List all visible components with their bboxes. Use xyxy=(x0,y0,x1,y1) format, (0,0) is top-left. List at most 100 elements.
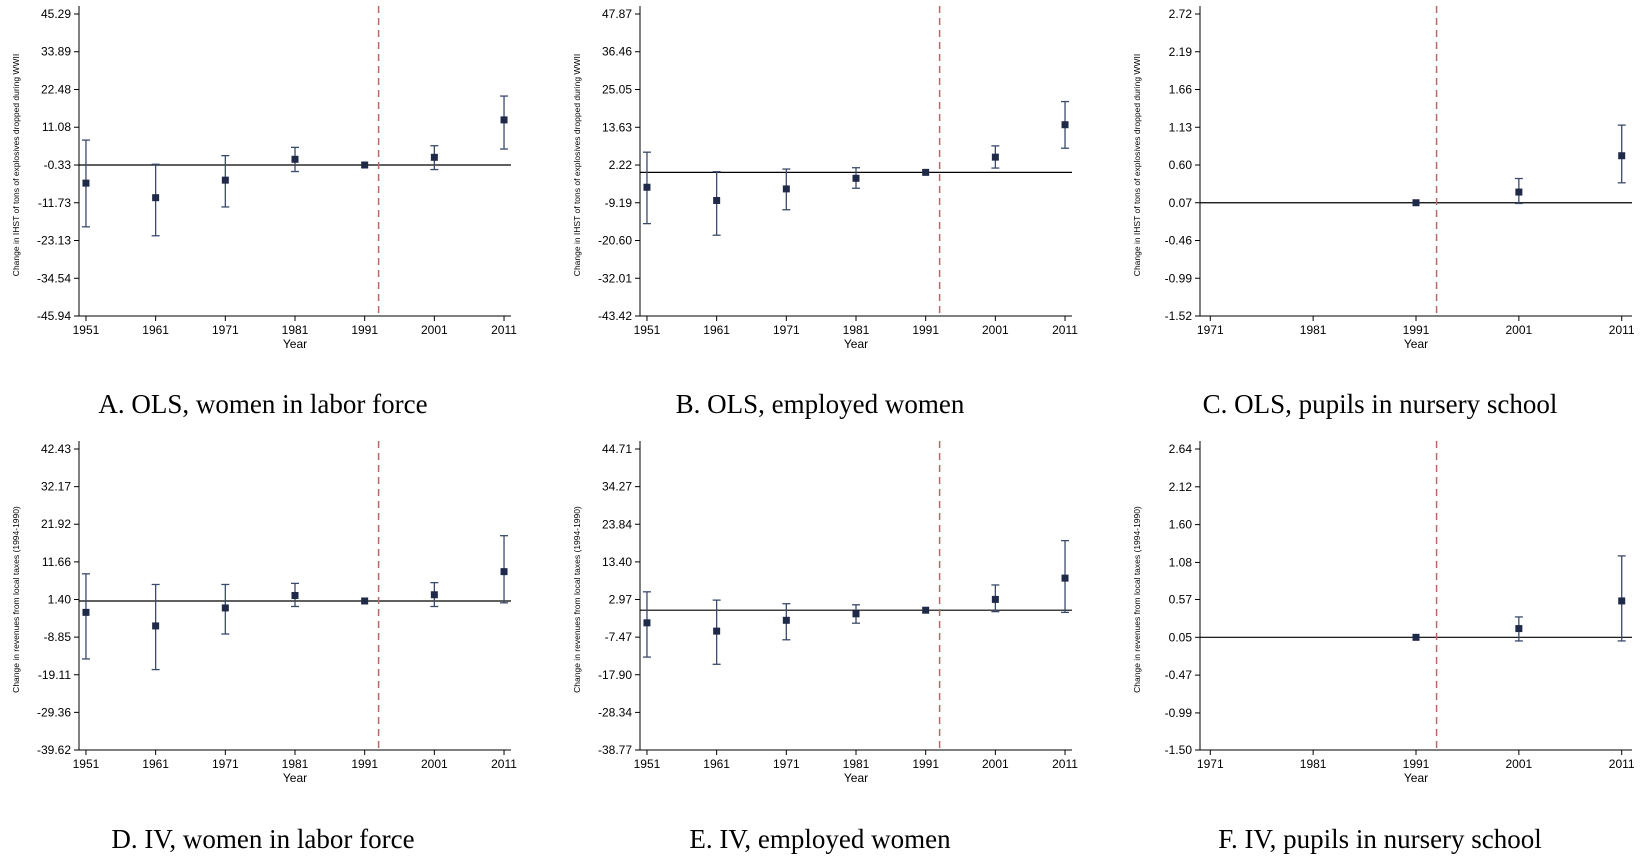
x-tick-label: 2011 xyxy=(1052,323,1078,337)
y-tick-label: -20.60 xyxy=(598,234,632,248)
y-tick-label: -43.42 xyxy=(598,309,632,323)
data-point xyxy=(430,153,438,161)
data-point xyxy=(782,185,790,193)
x-tick-label: 1981 xyxy=(843,757,870,771)
y-tick-label: -8.85 xyxy=(44,630,72,644)
y-tick-label: 33.89 xyxy=(41,45,71,59)
data-point xyxy=(922,606,930,614)
data-point xyxy=(643,183,651,191)
data-point xyxy=(82,179,90,187)
y-tick-label: -38.77 xyxy=(598,743,632,757)
y-tick-label: -1.50 xyxy=(1165,743,1193,757)
y-axis-label: Change in revenues from local taxes (199… xyxy=(11,506,21,693)
y-tick-label: 2.22 xyxy=(609,158,633,172)
data-point xyxy=(1412,633,1420,641)
y-tick-label: -34.54 xyxy=(37,271,71,285)
x-tick-label: 1981 xyxy=(1300,757,1327,771)
y-tick-label: -17.90 xyxy=(598,668,632,682)
y-tick-label: 11.66 xyxy=(42,555,71,569)
data-point xyxy=(152,622,160,630)
y-tick-label: 21.92 xyxy=(41,517,71,531)
x-tick-label: 1971 xyxy=(773,757,800,771)
y-tick-label: -45.94 xyxy=(37,309,71,323)
x-tick-label: 2011 xyxy=(491,323,517,337)
data-point xyxy=(500,568,508,576)
y-axis-label: Change in IHST of tons of explosives dro… xyxy=(1132,54,1142,276)
y-tick-label: 2.97 xyxy=(609,593,633,607)
y-tick-label: 1.60 xyxy=(1169,518,1193,532)
y-tick-label: -0.99 xyxy=(1165,706,1193,720)
y-tick-label: -19.11 xyxy=(38,668,71,682)
x-tick-label: 2001 xyxy=(1506,757,1533,771)
y-tick-label: 32.17 xyxy=(41,480,71,494)
data-point xyxy=(221,604,229,612)
data-point xyxy=(82,608,90,616)
y-tick-label: 1.66 xyxy=(1169,83,1193,97)
x-tick-label: 1971 xyxy=(1197,757,1224,771)
data-point xyxy=(1061,121,1069,129)
x-tick-label: 1961 xyxy=(142,323,169,337)
panel-F: 2.64 2.12 1.60 1.08 0.57 0.05 -0.47 -0.99 -1.50 1… xyxy=(1132,441,1635,854)
x-axis-label: Year xyxy=(1404,337,1428,351)
x-tick-label: 2011 xyxy=(1609,757,1635,771)
x-tick-label: 2011 xyxy=(1052,757,1078,771)
y-tick-label: -29.36 xyxy=(37,705,71,719)
panel-caption: C. OLS, pupils in nursery school xyxy=(1203,389,1558,419)
x-axis-label: Year xyxy=(844,337,868,351)
y-tick-label: 0.07 xyxy=(1169,196,1193,210)
panel-D: 42.43 32.17 21.92 11.66 1.40 -8.85 -19.11 -29.3… xyxy=(11,441,517,854)
y-tick-label: 1.40 xyxy=(48,593,72,607)
x-tick-label: 1971 xyxy=(212,757,239,771)
y-axis-label: Change in IHST of tons of explosives dro… xyxy=(572,54,582,276)
x-tick-label: 1971 xyxy=(1197,323,1224,337)
y-tick-label: -32.01 xyxy=(598,271,632,285)
panel-E: 44.71 34.27 23.84 13.40 2.97 -7.47 -17.90 -28.3… xyxy=(572,441,1078,854)
data-point xyxy=(852,174,860,182)
x-tick-label: 1991 xyxy=(912,323,939,337)
x-tick-label: 1981 xyxy=(843,323,870,337)
y-tick-label: -7.47 xyxy=(605,630,633,644)
data-point xyxy=(991,153,999,161)
x-tick-label: 1951 xyxy=(73,757,100,771)
panel-A: 45.29 33.89 22.48 11.08 -0.33 -11.73 -23.13 -34… xyxy=(11,6,517,419)
x-axis-label: Year xyxy=(283,337,307,351)
data-point xyxy=(1412,199,1420,207)
x-tick-label: 1991 xyxy=(351,323,378,337)
data-point xyxy=(430,591,438,599)
data-point xyxy=(922,168,930,176)
x-tick-label: 2001 xyxy=(982,323,1009,337)
y-tick-label: 13.63 xyxy=(602,120,632,134)
data-point xyxy=(361,597,369,605)
data-point xyxy=(713,627,721,635)
panel-caption: D. IV, women in labor force xyxy=(111,824,414,854)
x-tick-label: 1981 xyxy=(282,323,309,337)
x-tick-label: 2001 xyxy=(421,323,448,337)
y-tick-label: 0.05 xyxy=(1169,630,1193,644)
x-tick-label: 1951 xyxy=(634,323,661,337)
data-point xyxy=(852,610,860,618)
panel-caption: A. OLS, women in labor force xyxy=(98,389,427,419)
x-tick-label: 1981 xyxy=(282,757,309,771)
y-tick-label: 2.19 xyxy=(1169,45,1193,59)
y-tick-label: -0.47 xyxy=(1165,668,1193,682)
y-tick-label: -23.13 xyxy=(37,233,71,247)
y-tick-label: 2.72 xyxy=(1169,7,1193,21)
x-tick-label: 1991 xyxy=(1403,323,1430,337)
y-tick-label: 0.57 xyxy=(1169,593,1193,607)
y-tick-label: -39.62 xyxy=(37,743,71,757)
y-tick-label: 2.12 xyxy=(1169,480,1193,494)
y-tick-label: -9.19 xyxy=(605,196,633,210)
y-tick-label: 47.87 xyxy=(602,7,632,21)
x-tick-label: 2011 xyxy=(491,757,517,771)
x-tick-label: 1971 xyxy=(212,323,239,337)
x-tick-label: 1961 xyxy=(703,757,730,771)
y-tick-label: 23.84 xyxy=(602,517,632,531)
y-axis-label: Change in revenues from local taxes (199… xyxy=(572,506,582,693)
data-point xyxy=(782,616,790,624)
data-point xyxy=(643,619,651,627)
y-tick-label: -0.46 xyxy=(1165,234,1193,248)
x-tick-label: 1991 xyxy=(1403,757,1430,771)
x-tick-label: 2001 xyxy=(982,757,1009,771)
x-tick-label: 1981 xyxy=(1300,323,1327,337)
